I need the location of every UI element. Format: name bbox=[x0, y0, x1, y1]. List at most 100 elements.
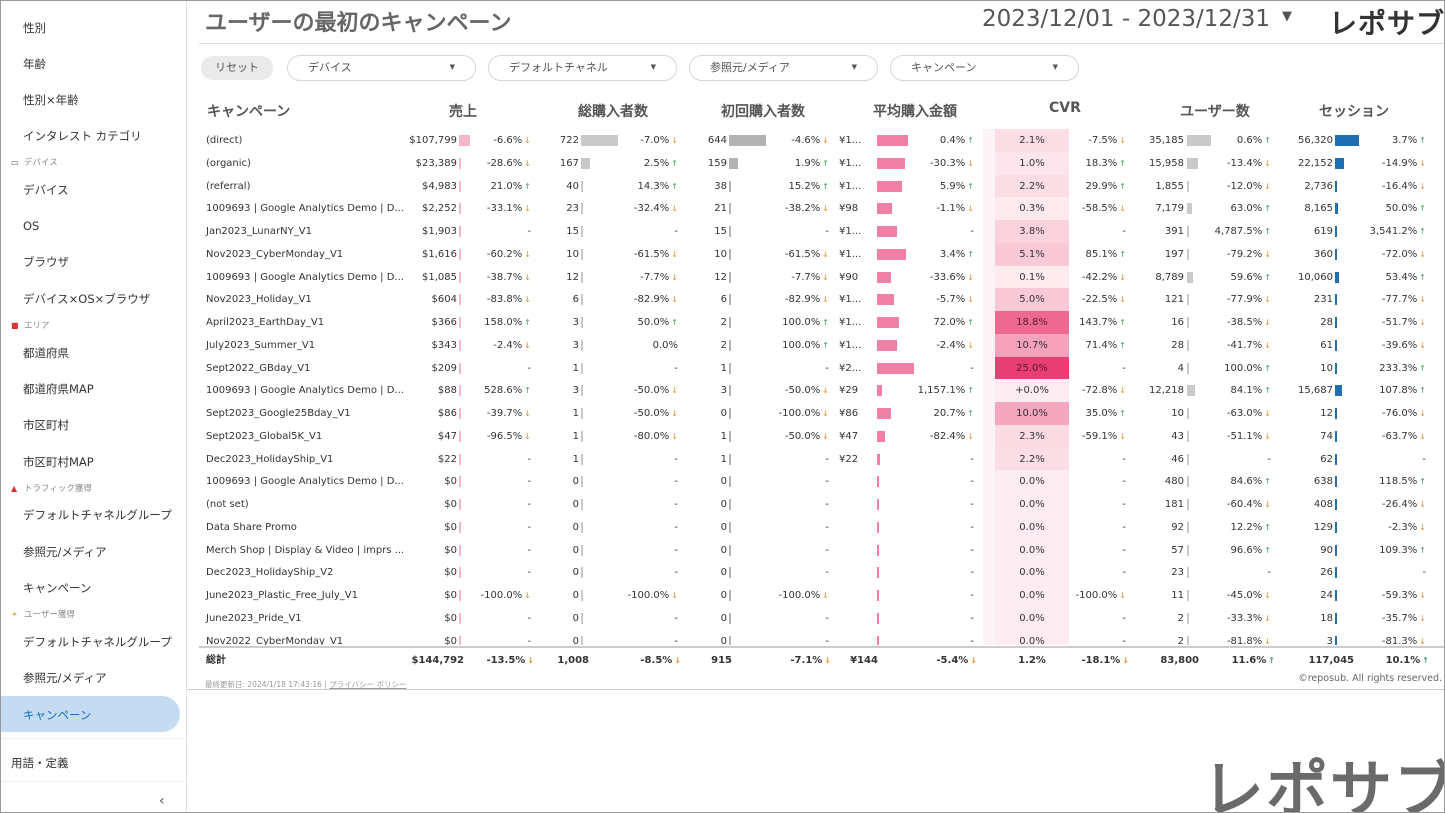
column-header-sessions[interactable]: セッション bbox=[1319, 104, 1389, 120]
cvr-heat-cell bbox=[995, 197, 1069, 221]
sales-bar bbox=[459, 180, 461, 192]
arrow-down-icon: ↓ bbox=[822, 204, 829, 214]
column-header-users[interactable]: ユーザー数 bbox=[1180, 104, 1250, 120]
sales: $88 bbox=[379, 379, 457, 402]
avg-purchase-bar bbox=[877, 453, 881, 465]
sidebar-item[interactable]: 性別 bbox=[23, 21, 46, 35]
users-change: -79.2% ↓ bbox=[1181, 243, 1271, 266]
sidebar-item[interactable]: 市区町村MAP bbox=[23, 455, 94, 469]
total-buyers-change: - bbox=[588, 630, 678, 646]
campaign-name: Nov2022_CyberMonday_V1 bbox=[206, 630, 406, 646]
collapse-sidebar-icon[interactable]: ‹ bbox=[159, 793, 165, 809]
column-header-total-buyers[interactable]: 総購入者数 bbox=[578, 104, 648, 120]
sidebar-item[interactable]: 参照元/メディア bbox=[23, 545, 107, 559]
sidebar-item-glossary[interactable]: 用語・定義 bbox=[11, 756, 69, 770]
table-row[interactable]: Merch Shop | Display & Video | imprs ...… bbox=[199, 538, 1444, 562]
arrow-down-icon: ↓ bbox=[822, 295, 829, 305]
sidebar-item[interactable]: 年齢 bbox=[23, 57, 46, 71]
chevron-down-icon[interactable]: ▼ bbox=[1282, 9, 1292, 24]
column-header-avg-purchase[interactable]: 平均購入金額 bbox=[873, 104, 957, 120]
table-row[interactable]: July2023_Summer_V1 $343 -2.4% ↓ 3 0.0% 2 100.0%… bbox=[199, 333, 1444, 357]
date-range-picker[interactable]: 2023/12/01 - 2023/12/31 bbox=[982, 6, 1271, 32]
totals-first-buyers: 915 bbox=[672, 649, 732, 672]
table-row[interactable]: 1009693 | Google Analytics Demo | D... $0… bbox=[199, 470, 1444, 494]
table-row[interactable]: Nov2023_CyberMonday_V1 $1,616 -60.2% ↓ 10 -61… bbox=[199, 242, 1444, 266]
sidebar-divider bbox=[1, 781, 186, 782]
sidebar-item[interactable]: インタレスト カテゴリ bbox=[23, 129, 142, 143]
privacy-policy-link[interactable]: プライバシー ポリシー bbox=[329, 680, 407, 689]
sidebar-item-active[interactable] bbox=[1, 696, 180, 732]
first-buyers-change-value: - bbox=[825, 612, 829, 624]
column-header-sales[interactable]: 売上 bbox=[449, 104, 477, 120]
sidebar-item[interactable]: OS bbox=[23, 219, 40, 233]
total-buyers-change-value: - bbox=[674, 612, 678, 624]
filter-default-channel[interactable]: デフォルトチャネル ▼ bbox=[488, 55, 677, 81]
users-change: -41.7% ↓ bbox=[1181, 334, 1271, 357]
avg-purchase-bar bbox=[877, 317, 899, 328]
total-buyers-value: 1 bbox=[572, 362, 579, 374]
sales-change-value: -28.6% bbox=[486, 157, 523, 169]
sessions-change-value: - bbox=[1422, 453, 1426, 465]
sidebar-item[interactable]: デバイス bbox=[23, 183, 69, 197]
table-row[interactable]: June2023_Pride_V1 $0-0-0- -0.0% -2 -33.3% ↓ 18… bbox=[199, 606, 1444, 630]
sidebar-item[interactable]: 都道府県MAP bbox=[23, 382, 94, 396]
sidebar-item[interactable]: ブラウザ bbox=[23, 255, 69, 269]
sidebar-item[interactable]: 性別×年齢 bbox=[23, 93, 79, 107]
users-change-value: -12.0% bbox=[1226, 180, 1263, 192]
sessions-change-value: 118.5% bbox=[1379, 476, 1418, 488]
avg-purchase-bar bbox=[877, 544, 879, 556]
users-change: 59.6% ↑ bbox=[1181, 266, 1271, 289]
table-row[interactable]: Data Share Promo $0-0-0- -0.0% -92 12.2% ↑ 129… bbox=[199, 515, 1444, 539]
sidebar-item-campaign-active[interactable]: キャンペーン bbox=[23, 708, 92, 722]
arrow-down-icon: ↓ bbox=[1419, 340, 1426, 350]
users: 1,855 bbox=[1119, 175, 1184, 198]
total-buyers-change-value: - bbox=[674, 453, 678, 465]
sales-bar bbox=[459, 590, 461, 601]
sales: $0 bbox=[379, 516, 457, 539]
sales: $366 bbox=[379, 311, 457, 334]
first-buyers: 12 bbox=[667, 266, 727, 289]
sidebar-item[interactable]: 都道府県 bbox=[23, 346, 69, 360]
table-row[interactable]: Sept2022_GBday_V1 $209-1-1- ¥2... -25.0% -4 1… bbox=[199, 356, 1444, 380]
sidebar-item[interactable]: 参照元/メディア bbox=[23, 671, 107, 685]
table-row[interactable]: Sept2023_Global5K_V1 $47 -96.5% ↓ 1 -80.0% ↓ 1-… bbox=[199, 424, 1444, 448]
table-row[interactable]: (referral) $4,983 21.0% ↑ 40 14.3% ↑ 38 15.2% ↑ ¥1… bbox=[199, 174, 1444, 198]
cvr: 10.7% bbox=[995, 334, 1069, 357]
sidebar-item[interactable]: デフォルトチャネルグループ bbox=[23, 508, 172, 522]
cvr-heat-cell bbox=[995, 606, 1069, 630]
table-row[interactable]: Sept2023_Google25Bday_V1 $86 -39.7% ↓ 1 -50.0… bbox=[199, 402, 1444, 425]
campaign-name: Sept2023_Google25Bday_V1 bbox=[206, 402, 406, 425]
table-row[interactable]: 1009693 | Google Analytics Demo | D... $1… bbox=[199, 265, 1444, 289]
table-row[interactable]: June2023_Plastic_Free_July_V1 $0 -100.0% ↓ 0… bbox=[199, 584, 1444, 607]
filter-device[interactable]: デバイス ▼ bbox=[287, 55, 476, 81]
column-header-cvr[interactable]: CVR bbox=[1049, 100, 1081, 116]
filter-source-medium[interactable]: 参照元/メディア ▼ bbox=[689, 55, 878, 81]
sessions: 26 bbox=[1273, 561, 1333, 584]
table-row[interactable]: 1009693 | Google Analytics Demo | D... $2… bbox=[199, 197, 1444, 221]
sidebar-item[interactable]: 市区町村 bbox=[23, 418, 69, 432]
avg-purchase-value: ¥1... bbox=[839, 317, 862, 328]
table-row[interactable]: (direct) $107,799 -6.6% ↓ 722 -7.0% ↓ 644 -4.6% ↓… bbox=[199, 129, 1444, 152]
table-row[interactable]: (organic) $23,389 -28.6% ↓ 167 2.5% ↑ 159 1.9% ↑ ¥… bbox=[199, 151, 1444, 175]
column-header-campaign[interactable]: キャンペーン bbox=[207, 104, 291, 120]
sessions: 2,736 bbox=[1273, 175, 1333, 198]
reset-button[interactable]: リセット bbox=[201, 56, 273, 80]
table-row[interactable]: Dec2023_HolidayShip_V2 $0 - 0 - 0 - - 0.0% - 23 - 26… bbox=[199, 561, 1444, 585]
sidebar-item[interactable]: デバイス×OS×ブラウザ bbox=[23, 292, 151, 306]
table-row[interactable]: April2023_EarthDay_V1 $366 158.0% ↑ 3 50.0% ↑ 2… bbox=[199, 311, 1444, 334]
table-row[interactable]: Nov2022_CyberMonday_V1 $0-0-0- -0.0% -2 -81.… bbox=[199, 629, 1444, 646]
users-change-value: 63.0% bbox=[1230, 203, 1263, 215]
cvr-heat-cell bbox=[995, 129, 1069, 152]
table-row[interactable]: Dec2023_HolidayShip_V1 $22-1-1- ¥22-2.2% -4… bbox=[199, 447, 1444, 471]
column-header-first-buyers[interactable]: 初回購入者数 bbox=[721, 104, 805, 120]
sidebar-item[interactable]: デフォルトチャネルグループ bbox=[23, 635, 172, 649]
sidebar-item[interactable]: キャンペーン bbox=[23, 581, 92, 595]
cvr-value: 2.2% bbox=[1019, 453, 1045, 465]
totals-first-buyers-change-value: -7.1% bbox=[790, 655, 823, 666]
sessions-change-value: -14.9% bbox=[1381, 157, 1418, 169]
table-row[interactable]: Nov2023_Holiday_V1 $604 -83.8% ↓ 6 -82.9% ↓ 6 -8… bbox=[199, 288, 1444, 312]
filter-campaign[interactable]: キャンペーン ▼ bbox=[890, 55, 1079, 81]
table-row[interactable]: Jan2023_LunarNY_V1 $1,903-15-15- ¥1... -3.8… bbox=[199, 220, 1444, 243]
table-row[interactable]: (not set) $0-0-0- -0.0% -181 -60.4% ↓ 408 -26.4… bbox=[199, 493, 1444, 516]
table-row[interactable]: 1009693 | Google Analytics Demo | D... $8… bbox=[199, 379, 1444, 403]
